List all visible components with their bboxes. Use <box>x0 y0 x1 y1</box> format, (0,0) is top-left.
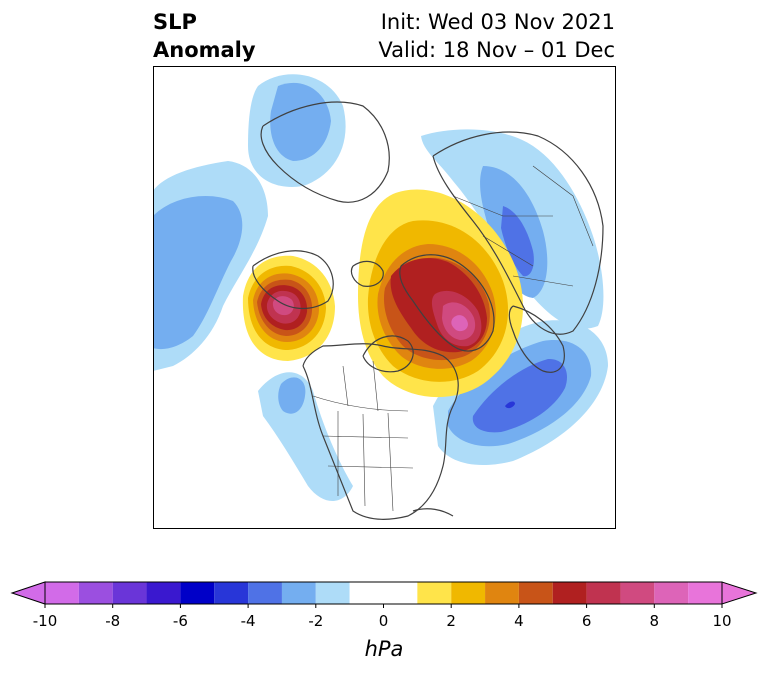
border-russia <box>452 195 574 287</box>
colorbar-tick-label: -10 <box>33 612 58 630</box>
anomaly-contours <box>153 74 608 501</box>
colorbar-extend-max <box>721 581 758 605</box>
coast-eurasia <box>432 131 604 335</box>
border-canada-provinces <box>342 360 379 412</box>
colorbar-segment <box>586 582 621 604</box>
colorbar-tick-label: 0 <box>379 612 389 630</box>
contour-neg-atl-4 <box>505 401 515 409</box>
coast-hudson-bay <box>362 335 414 373</box>
border-asia <box>532 165 594 247</box>
colorbar-tick-label: -8 <box>105 612 120 630</box>
coast-greenland <box>399 254 495 352</box>
title-kind: Anomaly <box>153 38 256 62</box>
colorbar-segment <box>45 582 79 604</box>
colorbar-tick-label: 8 <box>650 612 660 630</box>
contour-neg-europe-3 <box>501 206 534 277</box>
colorbar-segments <box>10 581 758 605</box>
colorbar-extend-min <box>10 581 46 605</box>
colorbar-ticks: -10 -8 -6 -4 -2 0 2 4 6 8 10 <box>33 604 732 630</box>
contour-neg-sw-2 <box>278 377 306 414</box>
colorbar: -10 -8 -6 -4 -2 0 2 4 6 8 10 hPa <box>10 581 758 661</box>
colorbar-tick-label: 4 <box>514 612 524 630</box>
map-frame <box>153 66 616 529</box>
colorbar-tick-label: 2 <box>446 612 456 630</box>
title-valid: Valid: 18 Nov – 01 Dec <box>378 38 615 62</box>
contour-neg-nwt-2 <box>270 82 331 161</box>
coast-alaska <box>252 250 334 310</box>
border-states <box>322 411 414 512</box>
colorbar-segment <box>349 582 418 604</box>
anomaly-map <box>153 66 616 529</box>
coast-europe <box>508 305 565 373</box>
colorbar-tick-label: -2 <box>308 612 323 630</box>
colorbar-tick-label: 10 <box>712 612 731 630</box>
contour-pos-8 <box>451 315 468 332</box>
title-init: Init: Wed 03 Nov 2021 <box>380 10 615 34</box>
colorbar-segment <box>281 582 316 604</box>
colorbar-segment <box>417 582 452 604</box>
coastlines <box>252 101 604 520</box>
colorbar-segment <box>552 582 587 604</box>
contour-neg-west-2 <box>153 196 243 350</box>
chart-title-left: SLP Anomaly <box>153 8 256 64</box>
colorbar-tick-label: 6 <box>582 612 592 630</box>
title-variable: SLP <box>153 10 197 34</box>
contour-neg-atl-3 <box>472 358 568 433</box>
colorbar-segment <box>688 582 722 604</box>
colorbar-segment <box>78 582 113 604</box>
colorbar-segment <box>180 582 215 604</box>
colorbar-segment <box>214 582 249 604</box>
border-us-canada <box>312 395 409 412</box>
colorbar-segment <box>518 582 553 604</box>
colorbar-segment <box>451 582 486 604</box>
colorbar-label: hPa <box>365 637 404 661</box>
colorbar-segment <box>485 582 519 604</box>
coast-siberia <box>260 101 390 203</box>
colorbar-tick-label: -6 <box>173 612 188 630</box>
colorbar-segment <box>315 582 350 604</box>
colorbar-segment <box>248 582 282 604</box>
coast-arctic-islands <box>350 260 384 287</box>
coast-caribbean <box>412 508 454 517</box>
borders <box>312 165 594 512</box>
colorbar-segment <box>654 582 689 604</box>
colorbar-segment <box>620 582 655 604</box>
colorbar-tick-label: -4 <box>241 612 256 630</box>
coast-north-america <box>302 343 459 520</box>
colorbar-segment <box>146 582 181 604</box>
colorbar-segment <box>112 582 147 604</box>
chart-title-right: Init: Wed 03 Nov 2021 Valid: 18 Nov – 01… <box>378 8 615 64</box>
